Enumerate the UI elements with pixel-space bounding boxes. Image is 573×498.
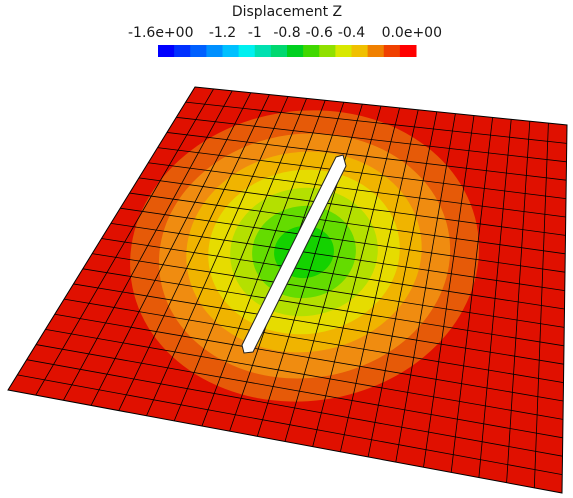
colorbar-swatch: [270, 45, 288, 57]
mesh-line: [82, 268, 565, 347]
colorbar-swatch: [399, 45, 417, 57]
colorbar-swatch: [287, 45, 304, 57]
colorbar: Displacement Z -1.6e+00 -1.2 -1 -0.8 -0.6 -0.…: [128, 4, 442, 57]
displacement-plate: [7, 86, 568, 494]
colorbar-tick-label: -1: [248, 25, 262, 41]
mesh-grid: [17, 88, 567, 488]
mesh-line: [35, 344, 563, 439]
colorbar-swatch: [158, 45, 175, 57]
colorbar-swatch: [206, 45, 224, 57]
colorbar-swatch: [319, 45, 336, 57]
mesh-line: [340, 109, 419, 452]
colorbar-swatch: [383, 45, 401, 57]
colorbar-swatch: [335, 45, 353, 57]
mesh-line: [478, 119, 512, 478]
colorbar-swatch: [303, 45, 320, 57]
colorbar-swatch: [254, 45, 272, 57]
colorbar-swatch: [174, 45, 191, 57]
colorbar-tick-label: -0.4: [338, 25, 365, 41]
mesh-line: [54, 313, 564, 402]
colorbar-tick-label: -1.6e+00: [128, 25, 193, 41]
colorbar-tick-label: -0.6: [306, 25, 333, 41]
colorbar-swatch: [190, 45, 207, 57]
mesh-line: [395, 113, 456, 463]
mesh-line: [73, 283, 564, 365]
colorbar-swatch: [351, 45, 369, 57]
colorbar-tick-label: -1.2: [209, 25, 236, 41]
colorbar-tick-label: -0.8: [273, 25, 300, 41]
mesh-line: [92, 253, 565, 328]
mesh-line: [533, 123, 549, 488]
colorbar-swatch: [238, 45, 256, 57]
mesh-line: [423, 115, 475, 468]
mesh-line: [367, 111, 438, 458]
colorbar-swatch: [367, 45, 385, 57]
colorbar-tick-label: 0.0e+00: [382, 25, 442, 41]
mesh-line: [64, 298, 564, 383]
mesh-line: [26, 359, 563, 457]
mesh-line: [17, 374, 563, 475]
mesh-line: [450, 117, 493, 473]
plate-outline: [7, 86, 568, 494]
colorbar-gradient: [158, 45, 417, 57]
mesh-line: [101, 238, 565, 310]
crack-slot: [241, 154, 347, 354]
mesh-line: [506, 121, 531, 483]
colorbar-title: Displacement Z: [232, 4, 342, 20]
colorbar-tick-labels: -1.6e+00 -1.2 -1 -0.8 -0.6 -0.4 0.0e+00: [128, 25, 442, 41]
mesh-line: [45, 329, 564, 420]
colorbar-swatch: [222, 45, 240, 57]
mesh-line: [312, 107, 400, 447]
